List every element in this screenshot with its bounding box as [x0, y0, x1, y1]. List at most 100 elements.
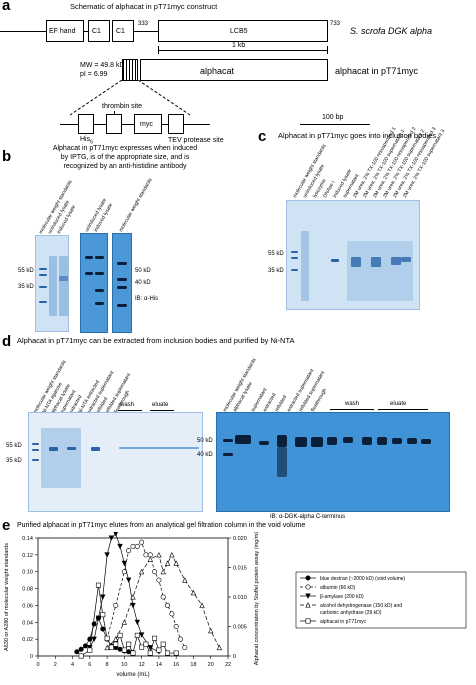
data-point-series-4 [165, 650, 171, 656]
data-point-series-3 [156, 551, 162, 558]
d-coomassie-gel [28, 412, 203, 512]
data-point-series-3 [147, 556, 153, 562]
legend-marker-3 [305, 602, 311, 608]
legend-label-4: alphacat in pT71myc [320, 619, 367, 625]
data-point-series-4 [100, 612, 106, 618]
x-tick-label: 14 [156, 662, 162, 668]
data-point-series-4 [130, 650, 136, 656]
d-mw-40: 40 kD [197, 452, 213, 458]
data-point-series-2 [134, 619, 141, 626]
data-point-series-4 [143, 641, 149, 647]
scale-1kb-label: 1 kb [232, 42, 246, 49]
y2-tick-label: 0.015 [233, 566, 247, 572]
b-western-blot-2 [112, 233, 132, 333]
data-point-series-2 [113, 532, 119, 537]
series-line-2 [89, 533, 160, 653]
data-point-series-4 [117, 632, 123, 638]
y2-axis-label: Alphacat concentration by Stoffel protei… [254, 532, 260, 665]
data-point-series-0 [83, 643, 89, 649]
data-point-series-1 [113, 602, 119, 608]
mw-label: MW = 49.8 kD [80, 62, 125, 69]
d-right-wash-label: wash [345, 401, 360, 407]
panel-a-letter: a [2, 0, 11, 14]
pos-733: 733 [330, 21, 341, 27]
data-point-series-2 [108, 535, 115, 541]
tev-site-label: TEV protease site [168, 137, 224, 144]
data-point-series-2 [100, 594, 106, 600]
panel-d-title: Alphacat in pT71myc can be extracted fro… [17, 336, 295, 345]
x-axis-label: volume (mL) [116, 672, 149, 678]
series-line-3 [106, 554, 220, 648]
x-tick-label: 16 [173, 662, 179, 668]
data-point-series-3 [164, 560, 171, 566]
x-tick-label: 20 [208, 662, 214, 668]
panel-b-caption: Alphacat in pT71myc expresses when induc… [52, 145, 198, 170]
legend-marker-2 [305, 593, 311, 599]
y2-tick-label: 0 [233, 654, 236, 660]
series-line-1 [106, 541, 186, 648]
legend-marker-0 [305, 575, 311, 581]
scale-bar-100bp [300, 124, 370, 125]
data-point-series-4 [134, 632, 140, 638]
data-point-series-3 [208, 627, 214, 634]
data-point-series-2 [95, 615, 102, 621]
data-point-series-0 [78, 646, 84, 652]
y-tick-label: 0.14 [22, 536, 33, 542]
data-point-series-3 [216, 644, 223, 651]
pos-333: 333 [138, 21, 149, 27]
tag-cassette [122, 59, 138, 81]
panel-d-letter: d [2, 333, 12, 350]
d-wash-label: wash [120, 402, 135, 408]
his-tag-label: His6 [80, 136, 93, 146]
scale-100bp-label: 100 bp [322, 114, 344, 121]
y-tick-label: 0.12 [22, 553, 33, 559]
panel-e-title: Purified alphacat in pT71myc elutes from… [17, 522, 306, 529]
y-tick-label: 0.04 [22, 620, 33, 626]
data-point-series-2 [147, 645, 153, 651]
data-point-series-4 [113, 641, 119, 647]
x-tick-label: 4 [71, 662, 74, 668]
lcb5-domain: LCB5 [230, 28, 248, 35]
c-mw-55: 55 kD [268, 251, 284, 257]
y-tick-label: 0.10 [22, 570, 33, 576]
panel-e-letter: e [2, 517, 11, 534]
x-tick-label: 10 [121, 662, 127, 668]
data-point-series-3 [190, 589, 197, 596]
legend-label-0: blue dextran (~2000 kD) (void volume) [320, 576, 406, 582]
y2-tick-label: 0.010 [233, 595, 247, 601]
data-point-series-1 [178, 636, 184, 642]
d-eluate-label: eluate [152, 402, 169, 408]
data-point-series-4 [139, 644, 145, 650]
data-point-series-2 [130, 602, 136, 609]
legend-marker-4 [305, 618, 311, 624]
d-western-blot [216, 412, 450, 512]
data-point-series-4 [147, 650, 153, 656]
data-point-series-4 [78, 653, 84, 659]
b-coomassie-gel [35, 235, 69, 332]
x-tick-label: 0 [36, 662, 39, 668]
data-point-series-3 [169, 551, 175, 558]
data-point-series-1 [130, 543, 136, 549]
c1-domain-2: C1 [116, 28, 125, 35]
data-point-series-0 [100, 626, 106, 632]
thrombin-site-label: thrombin site [102, 103, 143, 110]
data-point-series-0 [91, 621, 97, 627]
legend-label-3: alcohol dehydrogenase (150 kD) and [320, 603, 402, 609]
data-point-series-3 [199, 602, 205, 608]
data-point-series-1 [139, 539, 145, 545]
b-mw-40: 40 kD [135, 280, 151, 286]
legend-label-1: albumin (66 kD) [320, 585, 356, 591]
x-tick-label: 6 [88, 662, 91, 668]
data-point-series-1 [156, 577, 162, 583]
data-point-series-4 [121, 647, 127, 653]
d-mw-35: 35 kD [6, 458, 22, 464]
y2-tick-label: 0.005 [233, 625, 247, 631]
d-right-eluate-label: eluate [390, 401, 407, 407]
c-coomassie-gel [286, 200, 420, 310]
legend-label-2: β-amylase (200 kD) [320, 594, 364, 600]
b-western-blot-1 [80, 233, 108, 333]
data-point-series-1 [173, 624, 179, 630]
myc-tag: myc [140, 121, 153, 128]
data-point-series-4 [126, 641, 132, 647]
panel-a-title: Schematic of alphacat in pT71myc constru… [70, 2, 218, 11]
